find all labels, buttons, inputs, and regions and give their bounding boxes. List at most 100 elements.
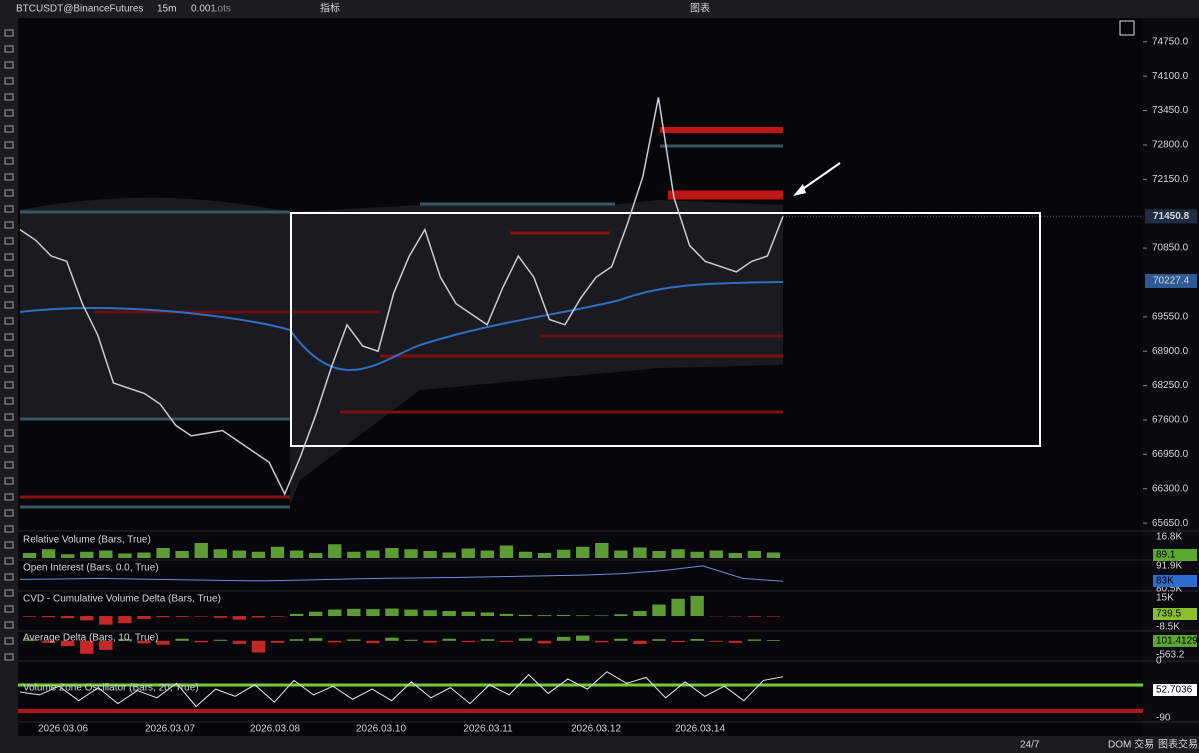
indicator-bar: [404, 609, 418, 617]
pane-label: Open Interest (Bars, 0.0, True): [23, 563, 159, 574]
pane-tag: [1153, 684, 1197, 696]
pane-tag: [1153, 549, 1197, 561]
session[interactable]: 24/7: [1020, 740, 1040, 751]
indicator-bar: [385, 608, 399, 617]
indicator-bar: [347, 639, 361, 641]
indicator-bar: [175, 551, 189, 558]
indicator-bar: [99, 550, 113, 558]
tool-icon: [4, 413, 14, 421]
indicator-bar: [671, 549, 685, 558]
y-tick-label: 68250.0: [1152, 380, 1189, 391]
indicator-bar: [690, 551, 704, 558]
chart-trading[interactable]: 图表交易: [1158, 738, 1198, 751]
y-tick-label: 72800.0: [1152, 140, 1189, 151]
indicator-bar: [537, 553, 552, 558]
tool-icon: [4, 269, 14, 277]
tool-icon: [4, 333, 14, 341]
indicator-bar: [156, 616, 170, 618]
tool-icon: [4, 397, 14, 405]
volume-profile: [20, 197, 783, 505]
indicator-bar: [22, 616, 37, 617]
pane-axis-label: 0: [1156, 656, 1162, 667]
pane-label: CVD - Cumulative Volume Delta (Bars, Tru…: [23, 594, 221, 605]
tool-icon: [4, 381, 14, 389]
unit: Lots: [212, 4, 231, 15]
vwap-tag: [1145, 274, 1197, 289]
pane-axis-label: -90: [1156, 713, 1171, 724]
tool-icon: [4, 237, 14, 245]
indicator-bar: [194, 543, 208, 558]
tool-icon: [4, 45, 14, 53]
indicator-bar: [308, 638, 323, 641]
indicator-bar: [595, 640, 609, 643]
indicator-bar: [61, 616, 75, 619]
indicator-bar: [576, 615, 590, 617]
y-tick-label: 73450.0: [1152, 105, 1189, 116]
indicator-bar: [22, 553, 37, 558]
x-tick-label: 2026.03.10: [356, 724, 406, 735]
indicator-bar: [556, 615, 571, 617]
pane-tag: [1153, 575, 1197, 587]
indicator-bar: [41, 640, 56, 643]
autoscroll-button[interactable]: [1119, 20, 1135, 36]
quantity[interactable]: 0.001: [191, 4, 216, 15]
indicator-bar: [308, 611, 323, 617]
left-toolbar: [0, 18, 18, 736]
y-tick-label: 74100.0: [1152, 71, 1189, 82]
dom-trading[interactable]: DOM 交易: [1108, 738, 1154, 751]
tool-icon: [4, 509, 14, 517]
indicator-bar: [633, 611, 647, 617]
indicator-bar: [366, 609, 380, 617]
tool-icon: [4, 141, 14, 149]
tool-icon: [4, 29, 14, 37]
indicator-bar: [61, 554, 75, 558]
indicator-bar: [232, 616, 247, 620]
tool-icon: [4, 93, 14, 101]
indicator-bar: [404, 639, 418, 641]
x-tick-label: 2026.03.06: [38, 724, 88, 735]
indicator-bar: [213, 549, 227, 558]
pane-axis-label: 16.8K: [1156, 532, 1182, 543]
indicator-bar: [251, 616, 266, 618]
indicator-bar: [652, 551, 666, 558]
indicator-bar: [270, 616, 285, 617]
interval[interactable]: 15m: [157, 4, 176, 15]
indicator-bar: [194, 640, 208, 643]
tool-icon: [4, 637, 14, 645]
tool-icon: [4, 541, 14, 549]
tool-icon: [4, 349, 14, 357]
indicator-bar: [99, 640, 113, 650]
indicator-bar: [270, 640, 285, 643]
indicator-bar: [576, 635, 590, 641]
y-tick-label: 68900.0: [1152, 346, 1189, 357]
indicator-bar: [270, 546, 285, 558]
indicator-bar: [499, 640, 514, 642]
tool-icon: [4, 461, 14, 469]
indicator-bar: [614, 550, 628, 558]
indicator-bar: [251, 551, 266, 558]
indicator-bar: [289, 550, 304, 558]
pane-label: Volume Zone Oscillator (Bars, 20, True): [23, 683, 199, 694]
indicator-bar: [232, 640, 247, 644]
indicator-bar: [480, 550, 495, 558]
indicator-bar: [556, 549, 571, 558]
indicator-bar: [118, 553, 132, 558]
tool-icon: [4, 573, 14, 581]
indicator-bar: [537, 615, 552, 617]
symbol[interactable]: BTCUSDT@BinanceFutures: [16, 4, 143, 15]
indicator-bar: [22, 639, 37, 641]
y-tick-label: 66300.0: [1152, 483, 1189, 494]
indicator-bar: [747, 551, 762, 558]
indicator-bar: [442, 552, 456, 558]
indicator-bar: [595, 615, 609, 617]
y-tick-label: 69550.0: [1152, 311, 1189, 322]
indicator-bar: [213, 616, 227, 618]
indicator-bar: [156, 548, 170, 558]
tool-icon: [4, 429, 14, 437]
indicators-button[interactable]: 指标: [320, 2, 340, 15]
indicator-bar: [671, 598, 685, 617]
indicator-bar: [671, 640, 685, 643]
y-tick-label: 70850.0: [1152, 243, 1189, 254]
indicator-bar: [232, 550, 247, 558]
indicator-bar: [709, 640, 723, 642]
